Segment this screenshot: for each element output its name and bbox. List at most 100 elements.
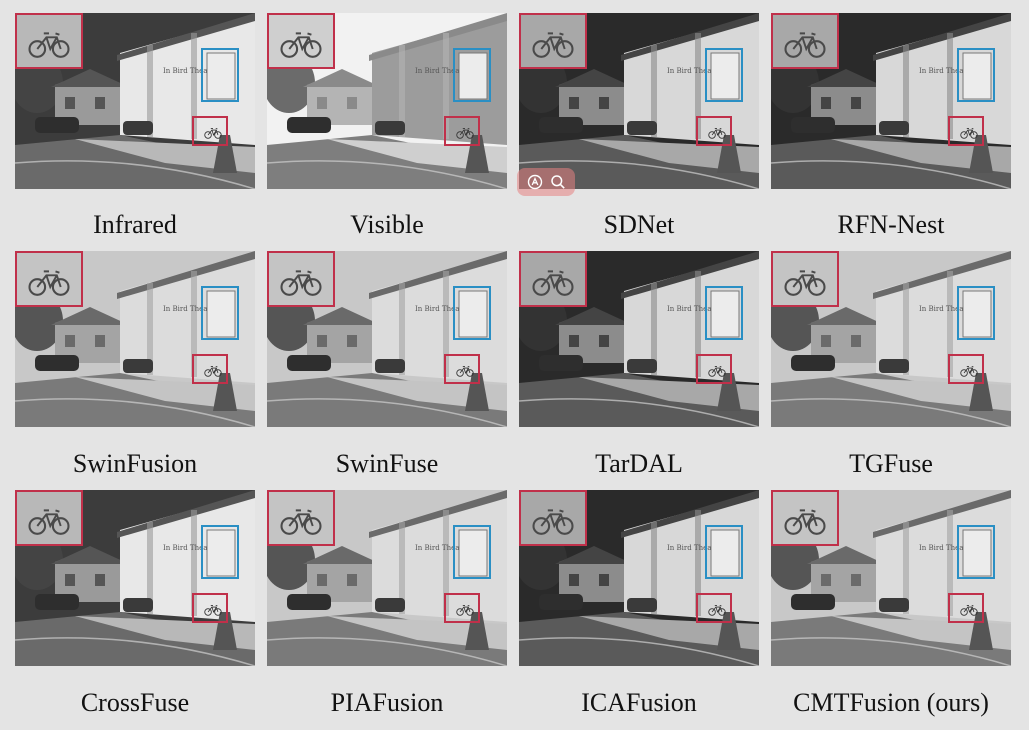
zoom-region-box [696,593,732,623]
sidewalk [75,377,255,411]
zoom-inset-border [519,13,587,69]
panel-caption: PIAFusion [330,688,444,717]
magnifier-icon[interactable] [549,173,567,191]
bike-wheel [28,517,47,535]
sidewalk [579,616,759,650]
street-scene-image: In Bird Theatre [519,251,759,427]
road [771,135,1011,189]
bike-wheel [280,40,299,58]
poster [962,52,992,100]
panel-icafusion: In Bird Theatre ICAFusion [519,490,759,717]
wall-lettering: In Bird Theatre [919,544,974,552]
car [791,355,835,371]
zoom-inset-bg [15,251,83,307]
bike-wheel [51,278,70,296]
house-roof [303,307,381,325]
pillar [191,33,197,139]
bike-wheel [303,40,322,58]
road [519,373,759,427]
street-scene-image: In Bird Theatre [267,490,507,666]
panel-caption: SwinFuse [335,449,439,478]
road [771,373,1011,427]
car [35,355,79,371]
wall-lettering: In Bird Theatre [919,67,974,75]
house-roof [51,69,129,87]
window [821,335,831,347]
bike-wheel [960,608,968,616]
pillar [443,510,449,616]
bike-wheel [708,369,716,377]
street-scene-image: In Bird Theatre [519,13,759,189]
lane-line [519,160,759,189]
bike-wheel [718,369,726,377]
sign-region-box [705,525,743,579]
poster [458,290,488,338]
zoom-region-box [192,593,228,623]
sign-region-box [957,525,995,579]
panel-caption: Infrared [93,210,177,239]
bike-frame [36,509,62,529]
car [375,121,405,135]
pillar [443,33,449,139]
bike-wheel [51,40,70,58]
pillar [651,45,657,137]
wall-lettering: In Bird Theatre [415,67,470,75]
bike-wheel [718,131,726,139]
sidewalk [579,139,759,173]
poster [710,52,740,100]
window [65,335,75,347]
bike-frame [207,365,219,375]
bike-frame [711,604,723,614]
window [599,97,609,109]
zoom-region-box [948,354,984,384]
bike-wheel [456,131,464,139]
lane-line [267,160,507,189]
zoom-region-box [948,116,984,146]
panel-visible: In Bird Theatre Visible [267,13,507,239]
panel-caption: RFN-Nest [837,210,945,239]
bike-frame [459,365,471,375]
sign-region-box [957,48,995,102]
sign-region-box [957,286,995,340]
house-roof [807,546,885,564]
bike-wheel [214,369,222,377]
bike-wheel [555,40,574,58]
pillar [399,45,405,137]
wall-lettering: In Bird Theatre [667,67,722,75]
panel-caption: CMTFusion (ours) [793,688,989,717]
panel-rfn-nest: In Bird Theatre RFN-Nest [771,13,1011,239]
sign-region-box [453,286,491,340]
pillar [651,283,657,375]
window [317,97,327,109]
window [821,574,831,586]
pillar [399,283,405,375]
bike-wheel [960,131,968,139]
poster [458,52,488,100]
sidewalk [75,616,255,650]
sidewalk [327,616,507,650]
lane-line [771,637,1011,666]
pillar [947,510,953,616]
lane-line [519,637,759,666]
zoom-inset-border [771,490,839,546]
bike-wheel [970,131,978,139]
panel-cmtfusion-ours: In Bird Theatre CMTFusion (ours) [771,490,1011,717]
pillar [695,271,701,377]
zoom-inset-border [267,13,335,69]
car [879,359,909,373]
car [375,359,405,373]
bike-frame [711,365,723,375]
panel-caption: TarDAL [595,449,683,478]
zoom-inset-bg [15,13,83,69]
car [287,117,331,133]
poster [458,529,488,577]
sign-region-box [201,525,239,579]
poster [962,529,992,577]
window [95,335,105,347]
ai-lens-icon[interactable] [526,173,544,191]
sidewalk [831,139,1011,173]
bike-frame [36,32,62,52]
car [287,355,331,371]
pillar [903,522,909,614]
bike-wheel [303,278,322,296]
